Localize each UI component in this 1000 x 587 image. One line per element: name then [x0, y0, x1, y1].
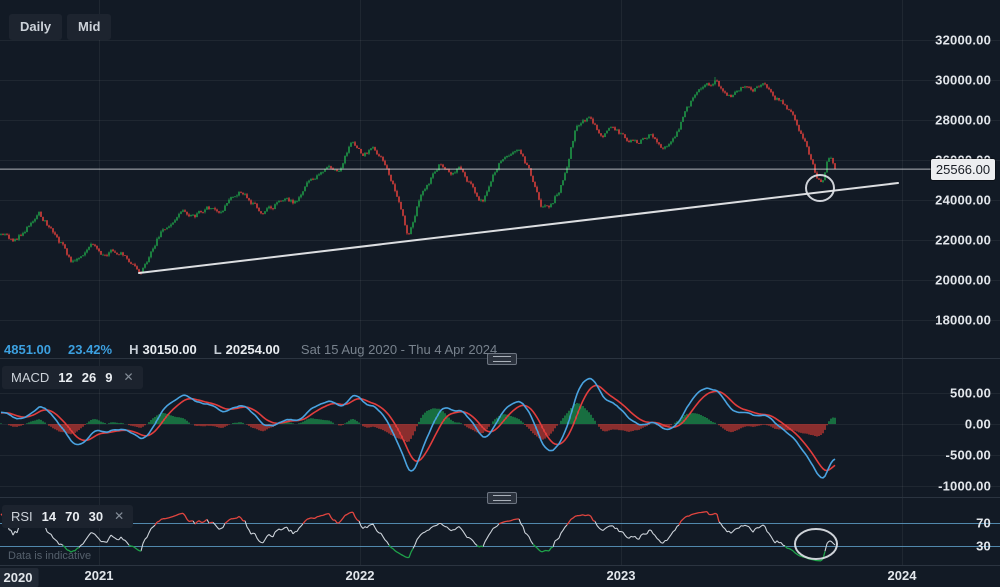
rsi-param-lower: 30: [88, 509, 104, 524]
stats-bar: 4851.00 23.42% H 30150.00 L 20254.00 Sat 1…: [4, 342, 497, 357]
macd-signal-line: [0, 384, 836, 472]
price-axis-tick: 24000.00: [935, 192, 991, 208]
candle-bodies-up: [0, 80, 832, 273]
price-axis-tick: 22000.00: [935, 232, 991, 248]
macd-param-slow: 26: [81, 370, 97, 385]
interval-button-daily[interactable]: Daily: [9, 14, 63, 40]
rsi-axis-tick: 70: [976, 515, 991, 531]
macd-param-signal: 9: [105, 370, 113, 385]
panel-resize-handle[interactable]: [487, 353, 517, 365]
high-label: H: [129, 342, 139, 357]
macd-histogram-negative: [8, 424, 828, 442]
rsi-axis-tick: 30: [976, 538, 991, 554]
macd-close-icon[interactable]: ✕: [123, 370, 134, 384]
macd-param-fast: 12: [58, 370, 73, 385]
candle-wicks-down: [2, 79, 836, 275]
macd-histogram-positive: [0, 403, 836, 424]
disclaimer-text: Data is indicative: [8, 550, 92, 562]
price-axis-tick: 30000.00: [935, 72, 991, 88]
candle-wicks-up: [0, 77, 832, 274]
macd-line: [0, 377, 836, 479]
last-price-label: 25566.00: [931, 159, 995, 180]
macd-axis-tick: -500.00: [945, 447, 991, 463]
size-button-mid[interactable]: Mid: [67, 14, 112, 40]
time-axis-tick: 2023: [606, 568, 636, 583]
candle-bodies-down: [2, 80, 836, 273]
rsi-circle-annotation[interactable]: [794, 528, 838, 560]
time-axis-tick: 2022: [345, 568, 375, 583]
date-range: Sat 15 Aug 2020 - Thu 4 Apr 2024: [300, 342, 498, 357]
rsi-indicator-legend[interactable]: RSI 14 70 30 ✕: [2, 505, 134, 528]
gridlines-vertical: [99, 0, 903, 565]
rsi-close-icon[interactable]: ✕: [114, 509, 125, 523]
time-axis-tick: 2020: [0, 568, 39, 587]
price-axis-tick: 28000.00: [935, 112, 991, 128]
price-axis-tick: 32000.00: [935, 32, 991, 48]
low-label: L: [213, 342, 222, 357]
panel-resize-handle[interactable]: [487, 492, 517, 504]
gridlines-horizontal: [0, 40, 1000, 487]
time-axis-tick: 2024: [887, 568, 917, 583]
price-circle-annotation[interactable]: [805, 174, 835, 202]
price-change-value: 4851.00: [4, 342, 51, 357]
macd-axis-tick: -1000.00: [938, 478, 991, 494]
rsi-title: RSI: [11, 509, 33, 524]
macd-indicator-legend[interactable]: MACD 12 26 9 ✕: [2, 366, 143, 389]
period-low: L 20254.00: [214, 342, 280, 357]
price-axis-tick: 20000.00: [935, 272, 991, 288]
trendline-drawing[interactable]: [138, 182, 899, 274]
time-axis-tick: 2021: [84, 568, 114, 583]
macd-title: MACD: [11, 370, 50, 385]
high-value: 30150.00: [142, 342, 197, 357]
price-change-percent: 23.42%: [68, 342, 113, 357]
price-axis-tick: 18000.00: [935, 312, 991, 328]
low-value: 20254.00: [225, 342, 280, 357]
rsi-param-length: 14: [41, 509, 57, 524]
rsi-param-upper: 70: [65, 509, 80, 524]
macd-axis-tick: 500.00: [950, 385, 991, 401]
macd-axis-tick: 0.00: [964, 416, 991, 432]
period-high: H 30150.00: [129, 342, 197, 357]
